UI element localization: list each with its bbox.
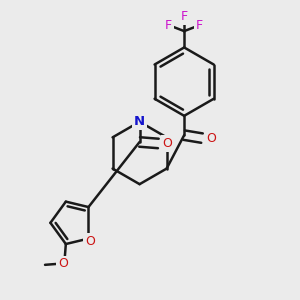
Text: F: F [196,19,203,32]
Text: O: O [85,235,95,248]
Text: N: N [134,115,145,128]
Text: O: O [206,132,216,145]
Text: F: F [165,19,172,32]
Text: O: O [162,137,172,150]
Text: O: O [58,257,68,270]
Text: F: F [181,10,188,23]
